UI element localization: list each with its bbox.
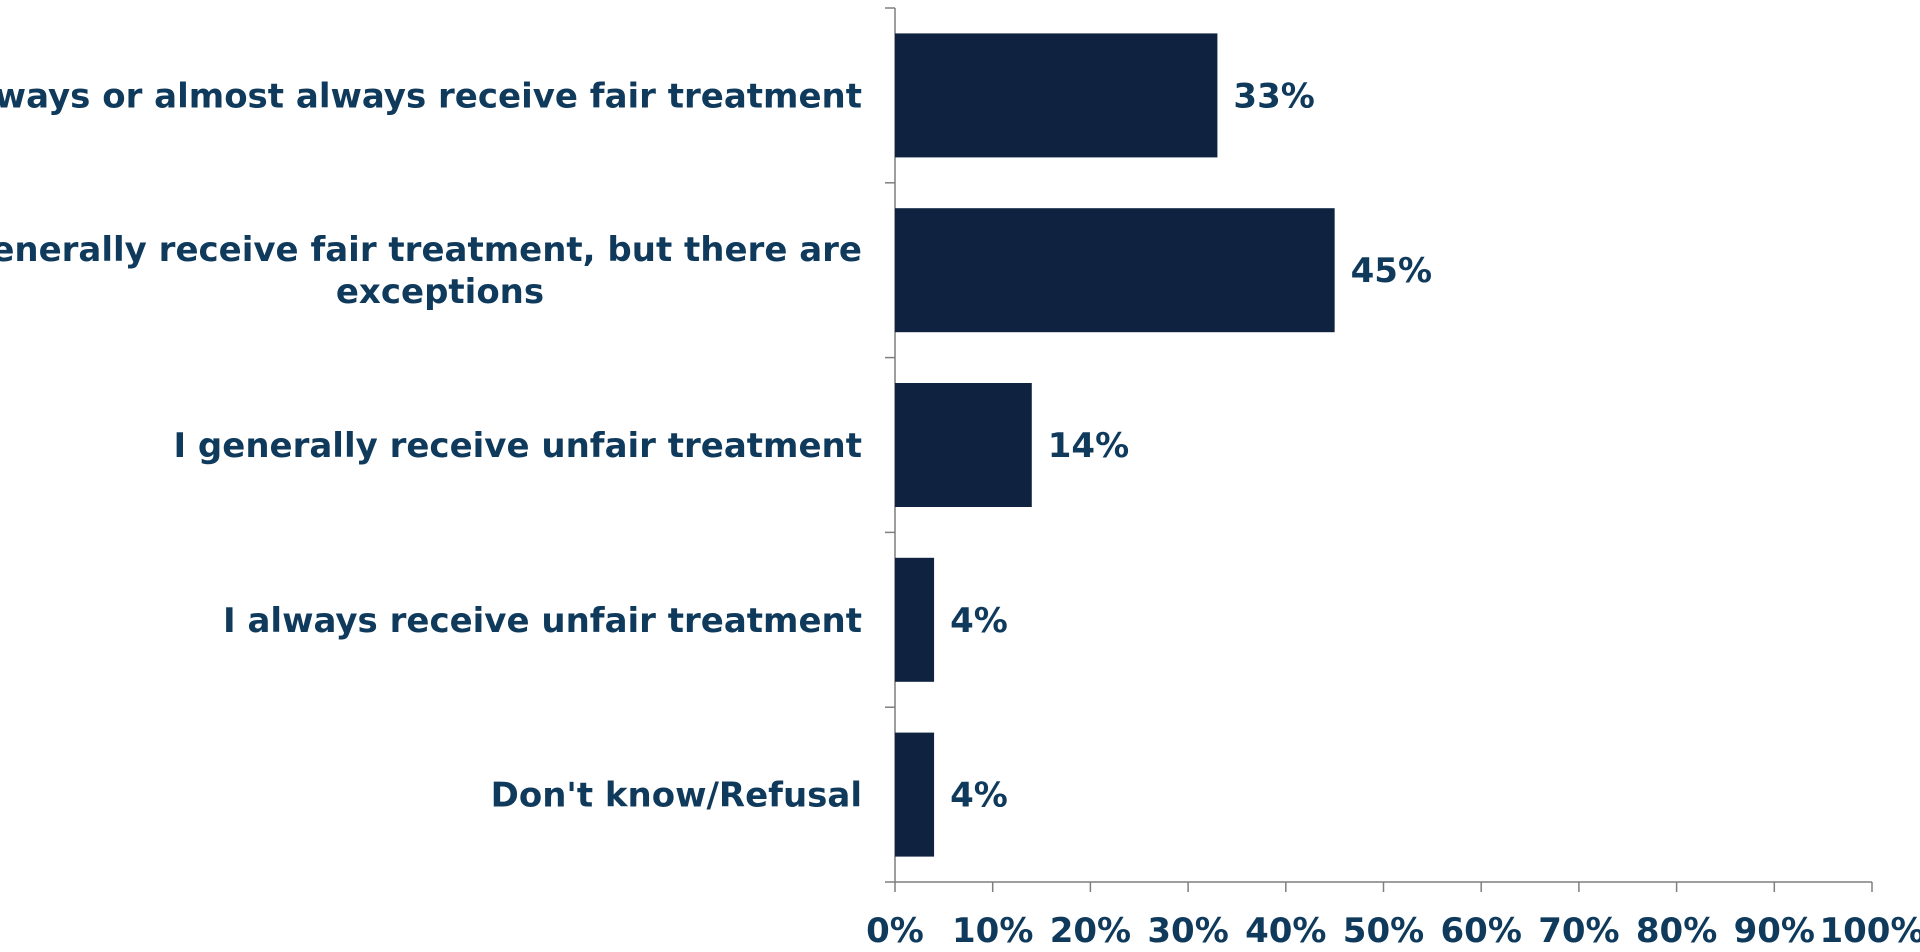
x-tick-label: 50% bbox=[1343, 911, 1424, 948]
bar bbox=[895, 33, 1218, 158]
data-label: 4% bbox=[950, 776, 1008, 816]
category-label: I always or almost always receive fair t… bbox=[0, 76, 862, 116]
category-label: I always receive unfair treatment bbox=[223, 601, 862, 641]
category-label: Don't know/Refusal bbox=[491, 776, 862, 816]
bar bbox=[895, 208, 1335, 333]
category-label: I generally receive unfair treatment bbox=[173, 426, 862, 466]
x-tick-label: 90% bbox=[1734, 911, 1815, 948]
category-label-line: exceptions bbox=[336, 272, 544, 312]
x-tick-label: 60% bbox=[1441, 911, 1522, 948]
category-label-line: I always receive unfair treatment bbox=[223, 601, 862, 641]
data-label: 45% bbox=[1351, 251, 1432, 291]
x-tick-label: 10% bbox=[952, 911, 1033, 948]
x-tick-label: 70% bbox=[1538, 911, 1619, 948]
x-tick-label: 100% bbox=[1819, 911, 1920, 948]
x-tick-label: 30% bbox=[1147, 911, 1228, 948]
category-label-line: I generally receive unfair treatment bbox=[173, 426, 862, 466]
category-label-line: Don't know/Refusal bbox=[491, 776, 862, 816]
data-label: 33% bbox=[1233, 76, 1314, 116]
category-label-line: I generally receive fair treatment, but … bbox=[0, 230, 862, 270]
data-label: 4% bbox=[950, 601, 1008, 641]
bar bbox=[895, 732, 935, 857]
bar bbox=[895, 557, 935, 682]
x-tick-label: 40% bbox=[1245, 911, 1326, 948]
x-tick-label: 80% bbox=[1636, 911, 1717, 948]
category-label-line: I always or almost always receive fair t… bbox=[0, 76, 862, 116]
bar bbox=[895, 383, 1032, 507]
category-label: I generally receive fair treatment, but … bbox=[0, 230, 862, 312]
x-tick-label: 20% bbox=[1050, 911, 1131, 948]
data-label: 14% bbox=[1048, 426, 1129, 466]
x-tick-label: 0% bbox=[866, 911, 924, 948]
